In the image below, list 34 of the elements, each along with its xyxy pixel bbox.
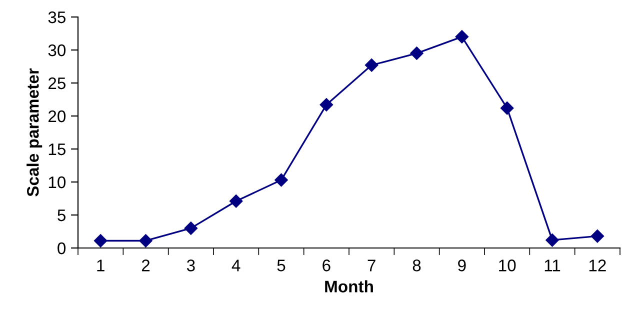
y-tick-label: 30 — [48, 44, 66, 56]
x-tick-label: 7 — [368, 260, 376, 272]
point — [500, 101, 514, 115]
y-tick-label: 25 — [48, 77, 66, 90]
x-tick-label: 4 — [232, 260, 240, 272]
point — [94, 234, 108, 248]
x-tick-label: 1 — [97, 260, 104, 272]
x-tick-label: 8 — [412, 260, 421, 272]
x-tick-label: 11 — [544, 260, 560, 272]
y-tick-label: 15 — [48, 144, 66, 156]
y-tick-label: 10 — [48, 176, 66, 188]
x-tick-label: 9 — [458, 260, 466, 272]
x-tick-label: 2 — [142, 260, 150, 272]
point — [229, 194, 243, 208]
point — [546, 233, 559, 247]
point — [274, 173, 288, 187]
point — [410, 46, 424, 60]
point — [364, 58, 378, 72]
point — [139, 234, 152, 248]
y-tick-label: 5 — [58, 210, 66, 222]
point — [184, 222, 198, 235]
point — [455, 30, 469, 44]
y-axis-title: Scale parameter — [26, 68, 42, 196]
x-tick-label: 10 — [499, 260, 516, 272]
x-tick-label: 6 — [322, 260, 330, 272]
x-tick-label: 3 — [186, 260, 195, 272]
y-tick-label: 20 — [48, 110, 66, 122]
point — [590, 230, 604, 243]
point — [320, 98, 334, 112]
y-tick-label: 35 — [48, 11, 66, 24]
x-axis-title: Month — [325, 280, 373, 292]
y-tick-label: 0 — [58, 242, 66, 254]
x-tick-label: 12 — [589, 260, 606, 272]
x-tick-label: 5 — [277, 260, 286, 272]
